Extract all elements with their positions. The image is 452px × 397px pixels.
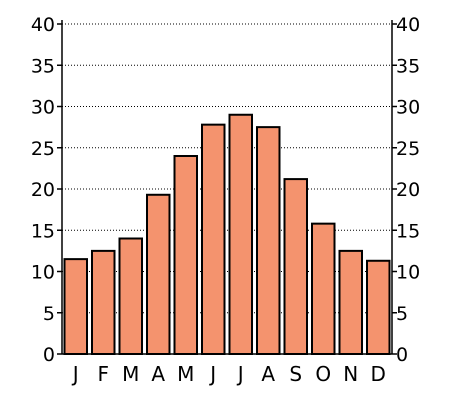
left-tick-label: 40 bbox=[31, 14, 55, 36]
right-tick-label: 0 bbox=[396, 344, 408, 366]
right-tick-label: 30 bbox=[396, 97, 420, 119]
left-tick-label: 30 bbox=[31, 97, 55, 119]
bar-3 bbox=[146, 193, 171, 355]
left-tick-label: 10 bbox=[31, 262, 55, 284]
left-tick-label: 35 bbox=[31, 55, 55, 77]
bar-5 bbox=[201, 123, 226, 356]
bar-2 bbox=[118, 237, 143, 355]
left-tick-label: 0 bbox=[43, 344, 55, 366]
month-label: M bbox=[177, 362, 194, 386]
bar-10 bbox=[338, 249, 363, 355]
bar-7 bbox=[256, 126, 281, 355]
bar-6 bbox=[228, 113, 253, 355]
month-label: S bbox=[289, 362, 302, 386]
month-label: F bbox=[97, 362, 109, 386]
month-label: J bbox=[208, 362, 216, 386]
month-label: D bbox=[371, 362, 386, 386]
bar-0 bbox=[63, 258, 88, 355]
right-y-axis-ticks: 0 5 10 15 20 25 30 35 40 bbox=[396, 14, 420, 366]
month-label: M bbox=[122, 362, 139, 386]
month-label: O bbox=[315, 362, 331, 386]
right-tick-label: 35 bbox=[396, 55, 420, 77]
left-tick-label: 20 bbox=[31, 179, 55, 201]
bar-1 bbox=[91, 249, 116, 355]
bar-4 bbox=[173, 155, 198, 355]
left-tick-label: 5 bbox=[43, 303, 55, 325]
bar-11 bbox=[366, 259, 391, 355]
bar-8 bbox=[283, 178, 308, 355]
left-tick-label: 15 bbox=[31, 220, 55, 242]
month-label: A bbox=[151, 362, 165, 386]
right-tick-label: 10 bbox=[396, 262, 420, 284]
month-label: J bbox=[71, 362, 79, 386]
right-tick-label: 5 bbox=[396, 303, 408, 325]
month-label: A bbox=[261, 362, 275, 386]
month-label: J bbox=[236, 362, 244, 386]
bar-9 bbox=[311, 222, 336, 355]
bars-layer bbox=[63, 113, 391, 356]
right-tick-label: 40 bbox=[396, 14, 420, 36]
month-label: N bbox=[343, 362, 358, 386]
left-tick-label: 25 bbox=[31, 138, 55, 160]
axis-layer bbox=[57, 20, 397, 355]
right-tick-label: 20 bbox=[396, 179, 420, 201]
grid-layer bbox=[62, 23, 392, 314]
left-y-axis-ticks: 0 5 10 15 20 25 30 35 40 bbox=[31, 14, 55, 366]
right-tick-label: 25 bbox=[396, 138, 420, 160]
right-tick-label: 15 bbox=[396, 220, 420, 242]
